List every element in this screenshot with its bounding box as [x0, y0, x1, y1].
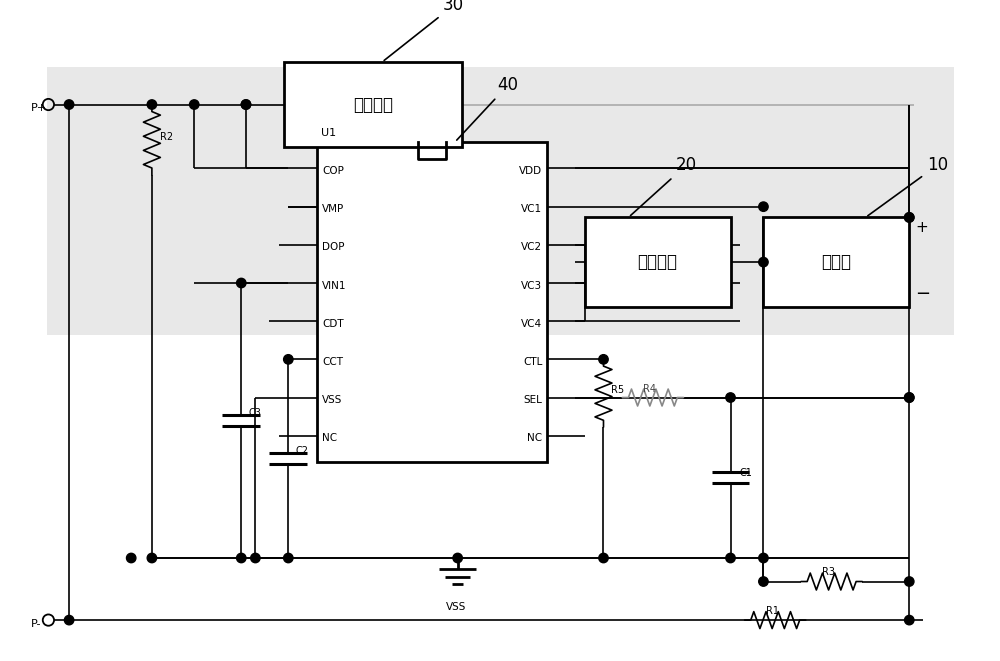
Text: R2: R2 — [160, 132, 173, 142]
Text: VIN1: VIN1 — [322, 281, 347, 291]
Text: −: − — [915, 286, 930, 303]
Circle shape — [905, 393, 914, 403]
Bar — [585, 217, 731, 307]
Text: +: + — [915, 219, 928, 235]
Circle shape — [284, 355, 293, 364]
Text: 40: 40 — [457, 77, 518, 140]
Text: R1: R1 — [766, 605, 779, 615]
Circle shape — [905, 213, 914, 222]
Text: VSS: VSS — [446, 602, 467, 611]
Circle shape — [905, 577, 914, 586]
Circle shape — [147, 553, 157, 563]
Circle shape — [453, 553, 462, 563]
Circle shape — [284, 553, 293, 563]
Circle shape — [759, 577, 768, 586]
Text: CCT: CCT — [322, 357, 343, 367]
Circle shape — [905, 393, 914, 403]
Bar — [763, 217, 909, 307]
Circle shape — [64, 100, 74, 109]
Circle shape — [759, 257, 768, 267]
Circle shape — [599, 355, 608, 364]
Text: VC4: VC4 — [521, 319, 542, 329]
Text: VDD: VDD — [519, 166, 542, 176]
Text: U1: U1 — [321, 128, 336, 137]
Text: CDT: CDT — [322, 319, 344, 329]
Text: 滤波模块: 滤波模块 — [638, 253, 678, 271]
Circle shape — [251, 553, 260, 563]
Bar — [47, 231, 954, 335]
Text: SEL: SEL — [523, 395, 542, 405]
Text: R4: R4 — [643, 384, 656, 394]
Text: NC: NC — [527, 434, 542, 444]
Text: 电池组: 电池组 — [821, 253, 851, 271]
Text: 20: 20 — [630, 157, 697, 215]
Text: CTL: CTL — [523, 357, 542, 367]
Text: 控制模块: 控制模块 — [353, 96, 393, 114]
Text: P-: P- — [31, 619, 41, 629]
Text: R3: R3 — [822, 567, 835, 577]
Circle shape — [237, 278, 246, 288]
Circle shape — [64, 615, 74, 625]
Text: C1: C1 — [740, 468, 753, 478]
Text: NC: NC — [322, 434, 337, 444]
Text: VMP: VMP — [322, 204, 344, 214]
Text: COP: COP — [322, 166, 344, 176]
Circle shape — [905, 615, 914, 625]
Text: VC3: VC3 — [521, 281, 542, 291]
Circle shape — [726, 553, 735, 563]
Circle shape — [241, 100, 251, 109]
Circle shape — [759, 202, 768, 212]
Text: C2: C2 — [296, 446, 309, 456]
Bar — [284, 62, 462, 147]
Circle shape — [599, 553, 608, 563]
Text: VSS: VSS — [322, 395, 343, 405]
Text: 10: 10 — [868, 157, 948, 215]
Circle shape — [147, 100, 157, 109]
Text: VC1: VC1 — [521, 204, 542, 214]
Circle shape — [126, 553, 136, 563]
Circle shape — [237, 553, 246, 563]
Text: VC2: VC2 — [521, 243, 542, 253]
Circle shape — [759, 553, 768, 563]
Circle shape — [726, 393, 735, 403]
Text: 30: 30 — [384, 0, 464, 60]
Circle shape — [190, 100, 199, 109]
Circle shape — [241, 100, 251, 109]
Text: P+: P+ — [31, 103, 47, 113]
Text: R5: R5 — [611, 385, 624, 395]
Circle shape — [905, 213, 914, 222]
Bar — [47, 67, 954, 236]
Bar — [317, 142, 547, 462]
Text: DOP: DOP — [322, 243, 345, 253]
Text: C3: C3 — [249, 408, 262, 418]
